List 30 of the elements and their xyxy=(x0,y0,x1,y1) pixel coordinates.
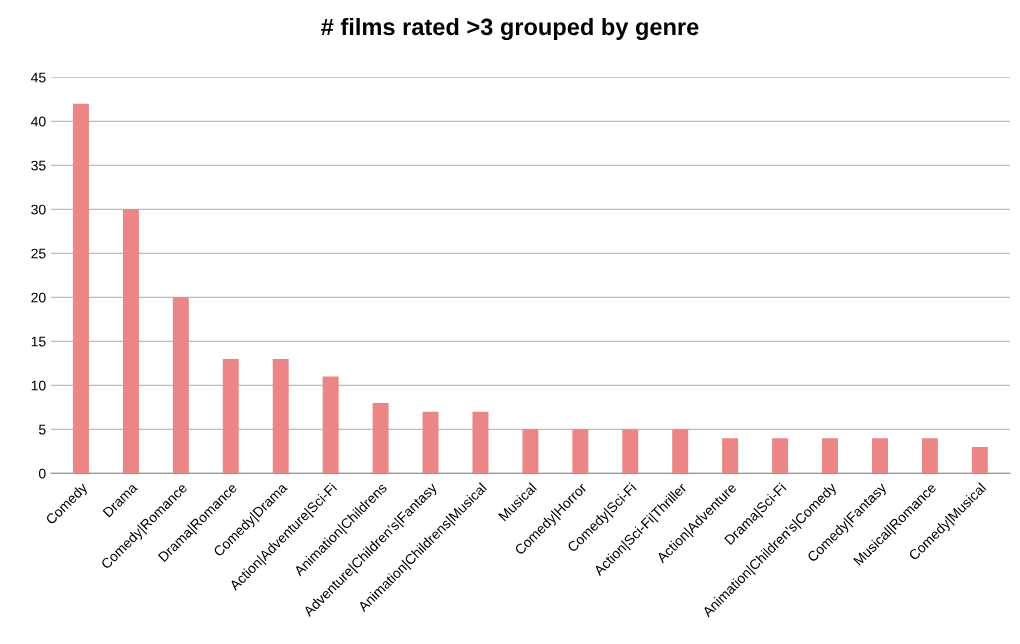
bar xyxy=(672,429,689,474)
bar xyxy=(822,438,839,474)
y-tick-label: 25 xyxy=(31,248,46,259)
bar xyxy=(772,438,789,474)
y-tick-label: 0 xyxy=(38,468,46,479)
bar xyxy=(971,446,988,474)
y-tick-label: 10 xyxy=(31,380,46,391)
y-tick-label: 45 xyxy=(31,72,46,83)
bar xyxy=(472,411,489,474)
bar xyxy=(722,438,739,474)
bar xyxy=(322,376,339,474)
bar xyxy=(72,103,89,474)
bar xyxy=(522,429,539,474)
y-tick-label: 30 xyxy=(31,204,46,215)
chart-title: # films rated >3 grouped by genre xyxy=(321,17,699,41)
bar xyxy=(272,358,289,474)
bar xyxy=(572,429,589,474)
bar xyxy=(372,402,389,474)
y-tick-label: 20 xyxy=(31,292,46,303)
y-tick-label: 40 xyxy=(31,116,46,127)
y-tick-label: 5 xyxy=(38,424,46,435)
bar xyxy=(622,429,639,474)
bar xyxy=(871,438,888,474)
y-tick-label: 35 xyxy=(31,160,46,171)
bar xyxy=(222,358,239,474)
bar xyxy=(921,438,938,474)
bar xyxy=(422,411,439,474)
bar xyxy=(172,297,189,474)
y-tick-label: 15 xyxy=(31,336,46,347)
bar xyxy=(122,209,139,474)
